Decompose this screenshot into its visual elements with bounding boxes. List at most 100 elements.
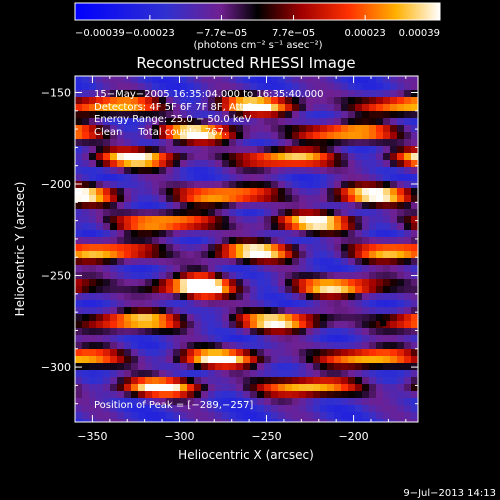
- heatmap-cell: [173, 335, 181, 343]
- heatmap-cell: [257, 321, 265, 329]
- heatmap-cell: [89, 104, 97, 112]
- heatmap-cell: [159, 83, 167, 91]
- heatmap-cell: [341, 412, 349, 420]
- heatmap-cell: [222, 405, 230, 413]
- heatmap-cell: [180, 251, 188, 259]
- heatmap-cell: [145, 244, 153, 252]
- heatmap-cell: [313, 419, 321, 422]
- heatmap-cell: [250, 132, 258, 140]
- heatmap-cell: [257, 160, 265, 168]
- heatmap-cell: [222, 363, 230, 371]
- heatmap-cell: [75, 237, 83, 245]
- heatmap-cell: [222, 321, 230, 329]
- heatmap-cell: [285, 181, 293, 189]
- heatmap-cell: [306, 188, 314, 196]
- heatmap-cell: [292, 111, 300, 119]
- heatmap-cell: [166, 174, 174, 182]
- heatmap-cell: [208, 412, 216, 420]
- heatmap-cell: [243, 167, 251, 175]
- heatmap-cell: [75, 321, 83, 329]
- heatmap-cell: [313, 83, 321, 91]
- heatmap-cell: [236, 139, 244, 147]
- heatmap-cell: [82, 258, 90, 266]
- heatmap-cell: [117, 223, 125, 231]
- heatmap-cell: [180, 412, 188, 420]
- heatmap-cell: [257, 272, 265, 280]
- heatmap-cell: [243, 188, 251, 196]
- heatmap-cell: [229, 90, 237, 98]
- heatmap-cell: [411, 153, 418, 161]
- heatmap-cell: [355, 174, 363, 182]
- heatmap-cell: [180, 356, 188, 364]
- heatmap-cell: [397, 391, 405, 399]
- heatmap-cell: [390, 370, 398, 378]
- heatmap-cell: [89, 307, 97, 315]
- heatmap-cell: [397, 132, 405, 140]
- heatmap-cell: [285, 265, 293, 273]
- heatmap-cell: [306, 251, 314, 259]
- heatmap-cell: [292, 251, 300, 259]
- heatmap-cell: [82, 307, 90, 315]
- heatmap-cell: [250, 342, 258, 350]
- heatmap-cell: [327, 167, 335, 175]
- heatmap-cell: [124, 300, 132, 308]
- heatmap-cell: [341, 258, 349, 266]
- heatmap-cell: [152, 279, 160, 287]
- heatmap-cell: [243, 286, 251, 294]
- heatmap-cell: [355, 244, 363, 252]
- heatmap-cell: [159, 300, 167, 308]
- heatmap-cell: [117, 104, 125, 112]
- heatmap-cell: [194, 244, 202, 252]
- heatmap-cell: [362, 139, 370, 147]
- heatmap-cell: [208, 300, 216, 308]
- heatmap-cell: [215, 349, 223, 357]
- heatmap-cell: [131, 258, 139, 266]
- heatmap-cell: [327, 286, 335, 294]
- heatmap-cell: [180, 118, 188, 126]
- heatmap-cell: [180, 209, 188, 217]
- heatmap-cell: [250, 174, 258, 182]
- heatmap-cell: [348, 265, 356, 273]
- heatmap-cell: [264, 328, 272, 336]
- heatmap-cell: [215, 174, 223, 182]
- heatmap-cell: [215, 195, 223, 203]
- heatmap-cell: [215, 293, 223, 301]
- heatmap-cell: [215, 251, 223, 259]
- heatmap-cell: [376, 251, 384, 259]
- heatmap-cell: [187, 230, 195, 238]
- heatmap-cell: [145, 419, 153, 422]
- heatmap-cell: [299, 111, 307, 119]
- heatmap-cell: [152, 146, 160, 154]
- heatmap-cell: [96, 405, 104, 413]
- heatmap-cell: [166, 279, 174, 287]
- heatmap-cell: [194, 118, 202, 126]
- heatmap-cell: [404, 363, 412, 371]
- heatmap-cell: [159, 384, 167, 392]
- heatmap-cell: [208, 349, 216, 357]
- heatmap-cell: [131, 314, 139, 322]
- heatmap-cell: [138, 272, 146, 280]
- heatmap-cell: [320, 139, 328, 147]
- heatmap-cell: [180, 132, 188, 140]
- heatmap-cell: [229, 153, 237, 161]
- heatmap-cell: [124, 195, 132, 203]
- heatmap-cell: [208, 223, 216, 231]
- heatmap-cell: [320, 174, 328, 182]
- heatmap-cell: [145, 258, 153, 266]
- heatmap-cell: [299, 202, 307, 210]
- heatmap-cell: [75, 104, 83, 112]
- heatmap-cell: [334, 363, 342, 371]
- heatmap-cell: [397, 188, 405, 196]
- heatmap-cell: [124, 223, 132, 231]
- heatmap-cell: [327, 349, 335, 357]
- heatmap-cell: [250, 265, 258, 273]
- heatmap-cell: [306, 83, 314, 91]
- heatmap-cell: [103, 412, 111, 420]
- heatmap-cell: [166, 216, 174, 224]
- heatmap-cell: [145, 202, 153, 210]
- heatmap-cell: [292, 139, 300, 147]
- heatmap-cell: [397, 412, 405, 420]
- heatmap-cell: [278, 300, 286, 308]
- heatmap-cell: [103, 209, 111, 217]
- heatmap-cell: [110, 237, 118, 245]
